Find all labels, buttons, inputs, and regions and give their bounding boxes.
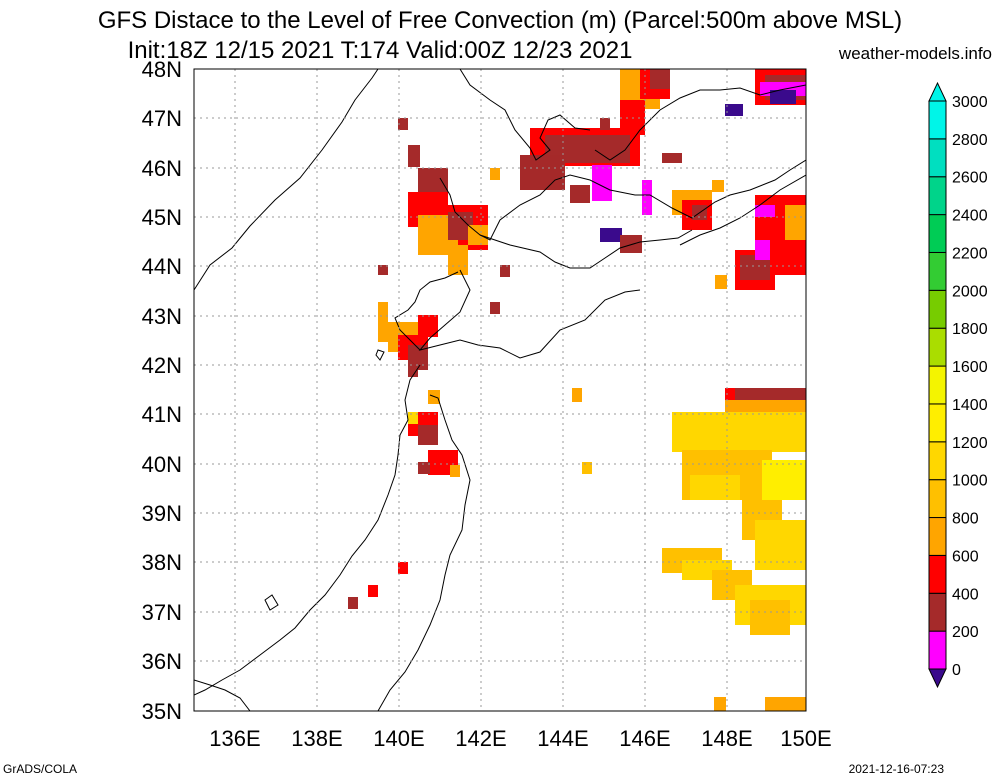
lat-label: 35N (142, 699, 182, 724)
colorbar-segment (928, 630, 947, 670)
lat-label: 39N (142, 501, 182, 526)
map-frame (193, 68, 807, 712)
lat-label: 43N (142, 304, 182, 329)
colorbar-segment (928, 138, 947, 178)
colorbar-label: 2800 (952, 132, 988, 149)
lat-label: 38N (142, 550, 182, 575)
colorbar-segment (928, 289, 947, 329)
lfc-shading (348, 69, 806, 711)
lat-label: 45N (142, 205, 182, 230)
colorbar-segment (928, 176, 947, 216)
colorbar-segment (928, 214, 947, 253)
lat-label: 47N (142, 106, 182, 131)
colorbar-segment (928, 592, 947, 632)
colorbar-min-arrow (928, 668, 947, 689)
lon-label: 142E (455, 726, 506, 751)
colorbar-label: 2000 (952, 283, 988, 300)
lon-label: 144E (537, 726, 588, 751)
lon-label: 146E (619, 726, 670, 751)
lon-label: 140E (373, 726, 424, 751)
colorbar-segment (928, 441, 947, 481)
lat-label: 42N (142, 353, 182, 378)
colorbar-label: 2600 (952, 170, 988, 187)
colorbar-label: 2200 (952, 245, 988, 262)
lon-label: 136E (209, 726, 260, 751)
colorbar-segment (928, 403, 947, 443)
map-title: GFS Distace to the Level of Free Convect… (97, 7, 903, 34)
colorbar-label: 800 (952, 511, 979, 528)
colorbar-label: 1600 (952, 359, 988, 376)
colorbar-max-arrow (928, 81, 947, 102)
lon-label: 150E (780, 726, 831, 751)
lat-label: 46N (142, 156, 182, 181)
colorbar-label: 400 (952, 586, 979, 603)
colorbar-label: 200 (952, 624, 979, 641)
colorbar-segment (928, 554, 947, 594)
map-subtitle: Init:18Z 12/15 2021 T:174 Valid:00Z 12/2… (127, 37, 633, 64)
lat-label: 36N (142, 649, 182, 674)
colorbar-segment (928, 479, 947, 519)
site-credit: weather-models.info (838, 44, 992, 63)
colorbar-segment (928, 517, 947, 556)
colorbar-label: 1200 (952, 435, 988, 452)
lat-label: 41N (142, 402, 182, 427)
colorbar-label: 600 (952, 548, 979, 565)
lat-label: 37N (142, 600, 182, 625)
footer-credit: GrADS/COLA (3, 762, 78, 776)
colorbar-label: 3000 (952, 94, 988, 111)
colorbar-label: 0 (952, 662, 961, 679)
footer-timestamp: 2021-12-16-07:23 (848, 762, 944, 776)
colorbar-segment (928, 365, 947, 405)
colorbar-label: 2400 (952, 208, 988, 225)
lat-label: 44N (142, 254, 182, 279)
colorbar-label: 1000 (952, 473, 988, 490)
colorbar-label: 1800 (952, 321, 988, 338)
lat-label: 40N (142, 452, 182, 477)
colorbar-label: 1400 (952, 397, 988, 414)
colorbar-segment (928, 251, 947, 291)
lat-label: 48N (142, 57, 182, 82)
coastline (194, 69, 806, 711)
lon-label: 138E (291, 726, 342, 751)
colorbar-segment (928, 100, 947, 140)
graticule (194, 69, 806, 711)
colorbar-segment (928, 327, 947, 367)
lon-label: 148E (701, 726, 752, 751)
